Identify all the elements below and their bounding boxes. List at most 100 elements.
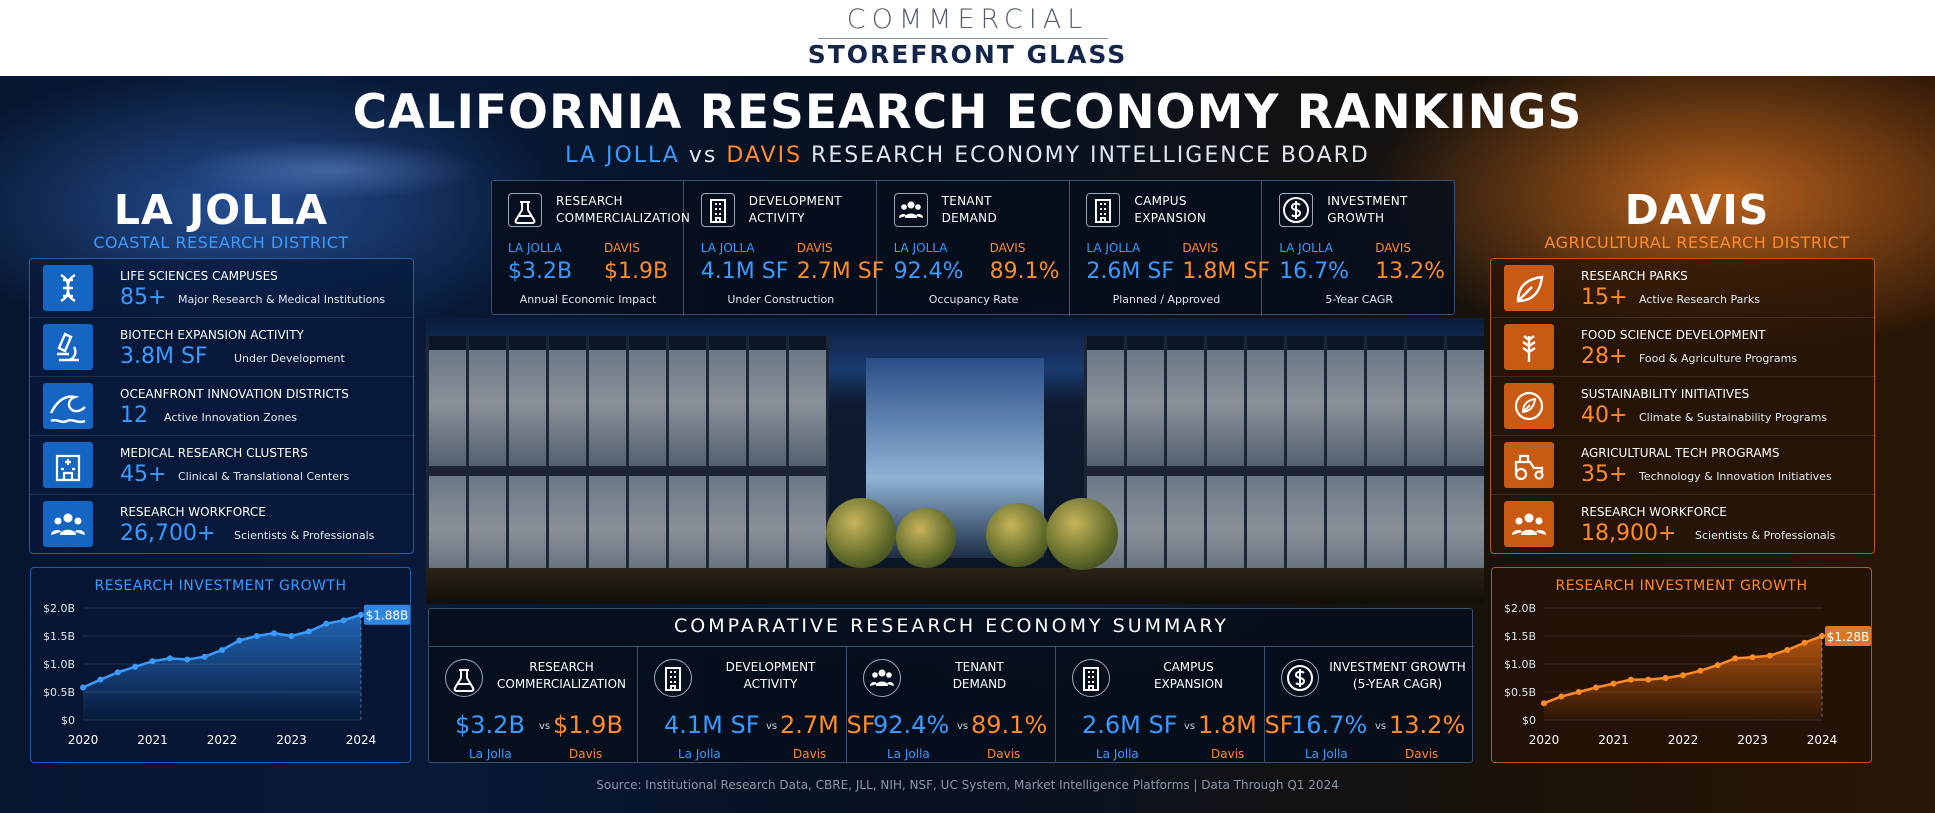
leaf-icon — [1504, 265, 1554, 311]
people-icon — [893, 193, 928, 227]
summary-city-2: Davis — [1211, 747, 1245, 761]
tree — [826, 498, 896, 568]
metric-label-line-1: CAMPUS — [1134, 194, 1187, 208]
chart-canvas: $0 $0.5B $1.0B $1.5B $2.0B 2020 2021 2022 2023 20… — [43, 602, 410, 747]
metric-label-line-1: TENANT — [941, 194, 992, 208]
data-point — [149, 658, 156, 665]
stat-row: RESEARCH WORKFORCE 26,700+ Scientists & Pr… — [30, 495, 415, 554]
metric-label-line-2: COMMERCIALIZATION — [556, 211, 691, 225]
x-tick-label: 2022 — [1668, 733, 1699, 747]
metric-city-2: DAVIS — [989, 241, 1026, 255]
metric-card: TENANT DEMAND LA JOLLA DAVIS 92.4% 89.1% Occup… — [878, 181, 1070, 316]
stat-row: RESEARCH PARKS 15+ Active Research Parks — [1491, 259, 1876, 318]
building-mullion — [1164, 336, 1167, 604]
building-wing-left — [426, 336, 829, 604]
stat-value: 85+ — [120, 285, 167, 310]
metric-description: Occupancy Rate — [928, 293, 1019, 306]
people-icon — [863, 659, 901, 697]
comparative-summary: COMPARATIVE RESEARCH ECONOMY SUMMARY RES… — [428, 608, 1474, 763]
left-city-name: LA JOLLA — [113, 186, 329, 234]
summary-cell: CAMPUS EXPANSION 2.6M SF vs 1.8M SF La Jolla D… — [1056, 647, 1294, 763]
summary-cell: TENANT DEMAND 92.4% vs 89.1% La Jolla Davis — [847, 647, 1056, 763]
x-tick-label: 2021 — [137, 733, 168, 747]
building-mullion — [426, 336, 429, 604]
brand-line-1: COMMERCIAL — [846, 4, 1089, 35]
metric-city-1: LA JOLLA — [700, 241, 755, 255]
metric-description: Under Construction — [727, 293, 835, 306]
metric-value-2: 13.2% — [1375, 259, 1446, 284]
stat-label: BIOTECH EXPANSION ACTIVITY — [120, 328, 304, 342]
building-mullion — [1404, 336, 1407, 604]
data-point — [1697, 667, 1704, 674]
summary-vs: vs — [1375, 721, 1387, 732]
stat-row: BIOTECH EXPANSION ACTIVITY 3.8M SF Under D… — [30, 318, 415, 377]
metric-value-2: 1.8M SF — [1182, 259, 1270, 284]
building-mullion — [506, 336, 509, 604]
chart-title: RESEARCH INVESTMENT GROWTH — [94, 578, 347, 594]
data-point — [80, 684, 86, 691]
page-subtitle: LA JOLLA vs DAVIS RESEARCH ECONOMY INTEL… — [0, 143, 1935, 168]
stat-value: 12 — [120, 403, 148, 428]
building-photo — [426, 318, 1484, 604]
summary-city-2: Davis — [1405, 747, 1439, 761]
summary-label-line-1: RESEARCH — [529, 660, 594, 674]
building-mullion — [1084, 336, 1087, 604]
stat-description: Major Research & Medical Institutions — [178, 293, 386, 306]
hospital-icon — [43, 442, 93, 488]
flask-icon — [508, 193, 542, 227]
metric-card: CAMPUS EXPANSION LA JOLLA DAVIS 2.6M SF 1.8M … — [1070, 181, 1270, 316]
data-point — [219, 647, 225, 653]
y-tick-label: $2.0B — [43, 602, 75, 615]
right-city-name: DAVIS — [1624, 186, 1770, 234]
metric-description: Annual Economic Impact — [519, 293, 657, 306]
data-point — [1819, 633, 1825, 639]
building-icon — [700, 193, 735, 227]
data-point — [305, 628, 312, 635]
end-label-box — [1825, 626, 1871, 646]
building-wing-right — [1084, 336, 1484, 604]
stat-label: RESEARCH WORKFORCE — [120, 505, 266, 519]
building-mullion — [1244, 336, 1247, 604]
y-tick-label: $0.5B — [1504, 686, 1536, 699]
summary-vs: vs — [539, 721, 551, 732]
summary-divider — [429, 646, 1474, 647]
metric-city-2: DAVIS — [1182, 241, 1219, 255]
metric-label-line-2: EXPANSION — [1134, 211, 1207, 225]
y-tick-label: $2.0B — [1504, 602, 1536, 615]
summary-value-2: 2.7M SF — [780, 711, 876, 739]
stat-row: OCEANFRONT INNOVATION DISTRICTS 12 Active … — [30, 377, 415, 436]
summary-city-2: Davis — [569, 747, 603, 761]
stat-label: MEDICAL RESEARCH CLUSTERS — [120, 446, 308, 460]
metric-city-2: DAVIS — [604, 241, 640, 255]
summary-cell: RESEARCH COMMERCIALIZATION $3.2B vs $1.9B La … — [429, 647, 638, 763]
summary-city-2: Davis — [987, 747, 1021, 761]
building-mullion — [786, 336, 789, 604]
metric-value-1: 2.6M SF — [1086, 259, 1174, 284]
data-point — [1645, 676, 1652, 683]
y-tick-label: $0 — [1522, 714, 1536, 727]
x-tick-label: 2023 — [276, 733, 307, 747]
tree — [986, 503, 1050, 567]
data-point — [288, 633, 295, 639]
data-point — [114, 669, 121, 676]
summary-city-1: La Jolla — [1096, 747, 1139, 761]
building-mullion — [1204, 336, 1207, 604]
microscope-icon — [43, 324, 93, 370]
summary-city-1: La Jolla — [678, 747, 721, 761]
building-mullion — [1364, 336, 1367, 604]
stat-value: 15+ — [1581, 285, 1628, 310]
data-point — [1627, 676, 1634, 683]
building-mullion — [1284, 336, 1287, 604]
summary-label-line-2: ACTIVITY — [743, 677, 798, 691]
data-point — [132, 663, 139, 670]
summary-label-line-1: CAMPUS — [1163, 660, 1214, 674]
data-point — [271, 630, 278, 637]
building-mullion — [666, 336, 669, 604]
metric-label: RESEARCH COMMERCIALIZATION — [556, 193, 690, 227]
flask-icon — [445, 659, 483, 697]
y-tick-label: $1.5B — [43, 630, 75, 643]
metric-value-2: 89.1% — [989, 259, 1060, 284]
metric-value-2: 2.7M SF — [796, 259, 885, 284]
end-label: $1.88B — [366, 609, 409, 623]
